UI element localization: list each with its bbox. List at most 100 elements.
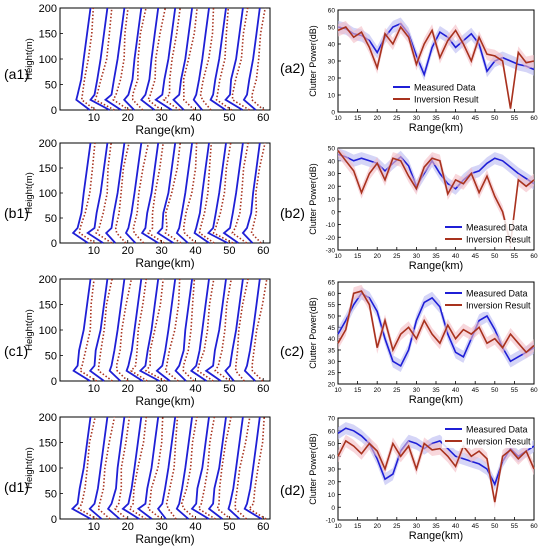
x-tick-label: 30: [155, 245, 167, 257]
measured-profile: [155, 278, 177, 382]
inversion-profile: [164, 278, 181, 382]
measured-profile: [193, 142, 210, 244]
y-axis-label: Height(m): [24, 172, 35, 214]
measured-profile: [71, 142, 92, 244]
legend-label: Measured Data: [466, 425, 528, 435]
inversion-profile: [212, 142, 234, 244]
x-tick-label: 40: [189, 112, 201, 124]
y-tick-label: 45: [328, 325, 336, 332]
y-tick-label: 50: [45, 489, 57, 501]
measured-profile: [122, 7, 143, 111]
legend-label: Inversion Result: [466, 437, 531, 447]
y-tick-label: 0: [331, 110, 335, 117]
plot-frame: [59, 278, 271, 382]
x-tick-label: 50: [491, 523, 499, 530]
legend-label: Measured Data: [466, 289, 528, 299]
series-line: [337, 25, 535, 109]
inversion-profile: [112, 7, 130, 111]
x-axis-label: Range(km): [135, 256, 194, 270]
y-tick-label: 100: [39, 54, 57, 66]
x-tick-label: 30: [155, 383, 167, 395]
y-tick-label: 55: [328, 302, 336, 309]
y-tick-label: 0: [331, 209, 335, 216]
x-tick-label: 15: [354, 253, 362, 260]
x-tick-label: 20: [122, 245, 134, 257]
y-axis-label: Height(m): [24, 447, 35, 489]
x-tick-label: 20: [122, 112, 134, 124]
x-tick-label: 60: [530, 523, 538, 530]
x-tick-label: 10: [334, 115, 342, 122]
x-tick-label: 35: [432, 387, 440, 394]
measured-profile: [138, 278, 160, 382]
chart-b2: 10 15 20 25 30 35 40 45 50 55 60 -30 -20 -10 0 10 20 30 40…: [308, 146, 538, 273]
inversion-profile: [231, 142, 249, 244]
measured-profile: [174, 278, 193, 382]
x-tick-label: 55: [511, 387, 519, 394]
y-tick-label: 0: [51, 238, 57, 250]
x-tick-label: 30: [413, 253, 421, 260]
y-tick-label: 200: [39, 138, 57, 150]
measured-profile: [207, 416, 227, 520]
panel-label-b2: (b2): [280, 205, 305, 221]
y-axis-label: Clutter Power(dB): [308, 297, 318, 369]
x-tick-label: 15: [354, 523, 362, 530]
measured-profile: [106, 416, 126, 520]
x-tick-label: 30: [413, 115, 421, 122]
x-tick-label: 20: [122, 521, 134, 533]
confidence-band: [338, 434, 534, 509]
measured-profile: [227, 416, 244, 520]
x-tick-label: 50: [491, 253, 499, 260]
inversion-profile: [215, 7, 233, 111]
legend-label: Measured Data: [414, 83, 476, 93]
x-tick-label: 55: [511, 115, 519, 122]
y-tick-label: 0: [51, 105, 57, 117]
measured-profile: [209, 7, 227, 111]
y-tick-label: 30: [328, 59, 336, 66]
measured-profile: [241, 142, 261, 244]
x-tick-label: 60: [530, 387, 538, 394]
x-tick-label: 10: [334, 253, 342, 260]
legend: Measured Data Inversion Result: [442, 422, 532, 448]
y-tick-label: 150: [39, 438, 57, 450]
measured-profile: [103, 7, 126, 111]
confidence-band: [338, 148, 534, 195]
legend-box: [390, 80, 480, 106]
measured-profile: [121, 416, 143, 520]
legend-box: [442, 422, 532, 448]
y-tick-label: 50: [328, 441, 336, 448]
inversion-profile: [94, 7, 115, 111]
confidence-band: [338, 422, 534, 491]
x-tick-label: 10: [88, 245, 100, 257]
measured-profile: [124, 142, 143, 244]
y-tick-label: 200: [39, 3, 57, 15]
y-tick-label: 200: [39, 412, 57, 424]
measured-profile: [104, 142, 126, 244]
y-tick-label: 50: [45, 213, 57, 225]
x-tick-label: 25: [393, 387, 401, 394]
y-tick-label: 100: [39, 325, 57, 337]
x-tick-label: 25: [393, 523, 401, 530]
panel-label-b1: (b1): [4, 205, 29, 221]
measured-profile: [86, 142, 109, 244]
measured-profile: [154, 7, 177, 111]
x-axis-label: Range(km): [409, 394, 463, 406]
inversion-profile: [77, 416, 98, 520]
inversion-profile: [182, 142, 198, 244]
measured-profile: [175, 416, 193, 520]
measured-profile: [192, 7, 210, 111]
x-tick-label: 50: [491, 115, 499, 122]
legend: Measured Data Inversion Result: [390, 80, 480, 106]
x-tick-label: 50: [491, 387, 499, 394]
series-line: [337, 290, 535, 354]
x-tick-label: 10: [88, 112, 100, 124]
x-tick-label: 45: [472, 523, 480, 530]
plot-frame: [59, 142, 271, 244]
x-tick-label: 50: [223, 112, 235, 124]
inversion-profile: [182, 278, 196, 382]
inversion-profile: [182, 7, 198, 111]
measured-profile: [206, 142, 229, 244]
x-tick-label: 40: [452, 523, 460, 530]
measured-profile: [70, 416, 92, 520]
measured-profile: [222, 142, 244, 244]
